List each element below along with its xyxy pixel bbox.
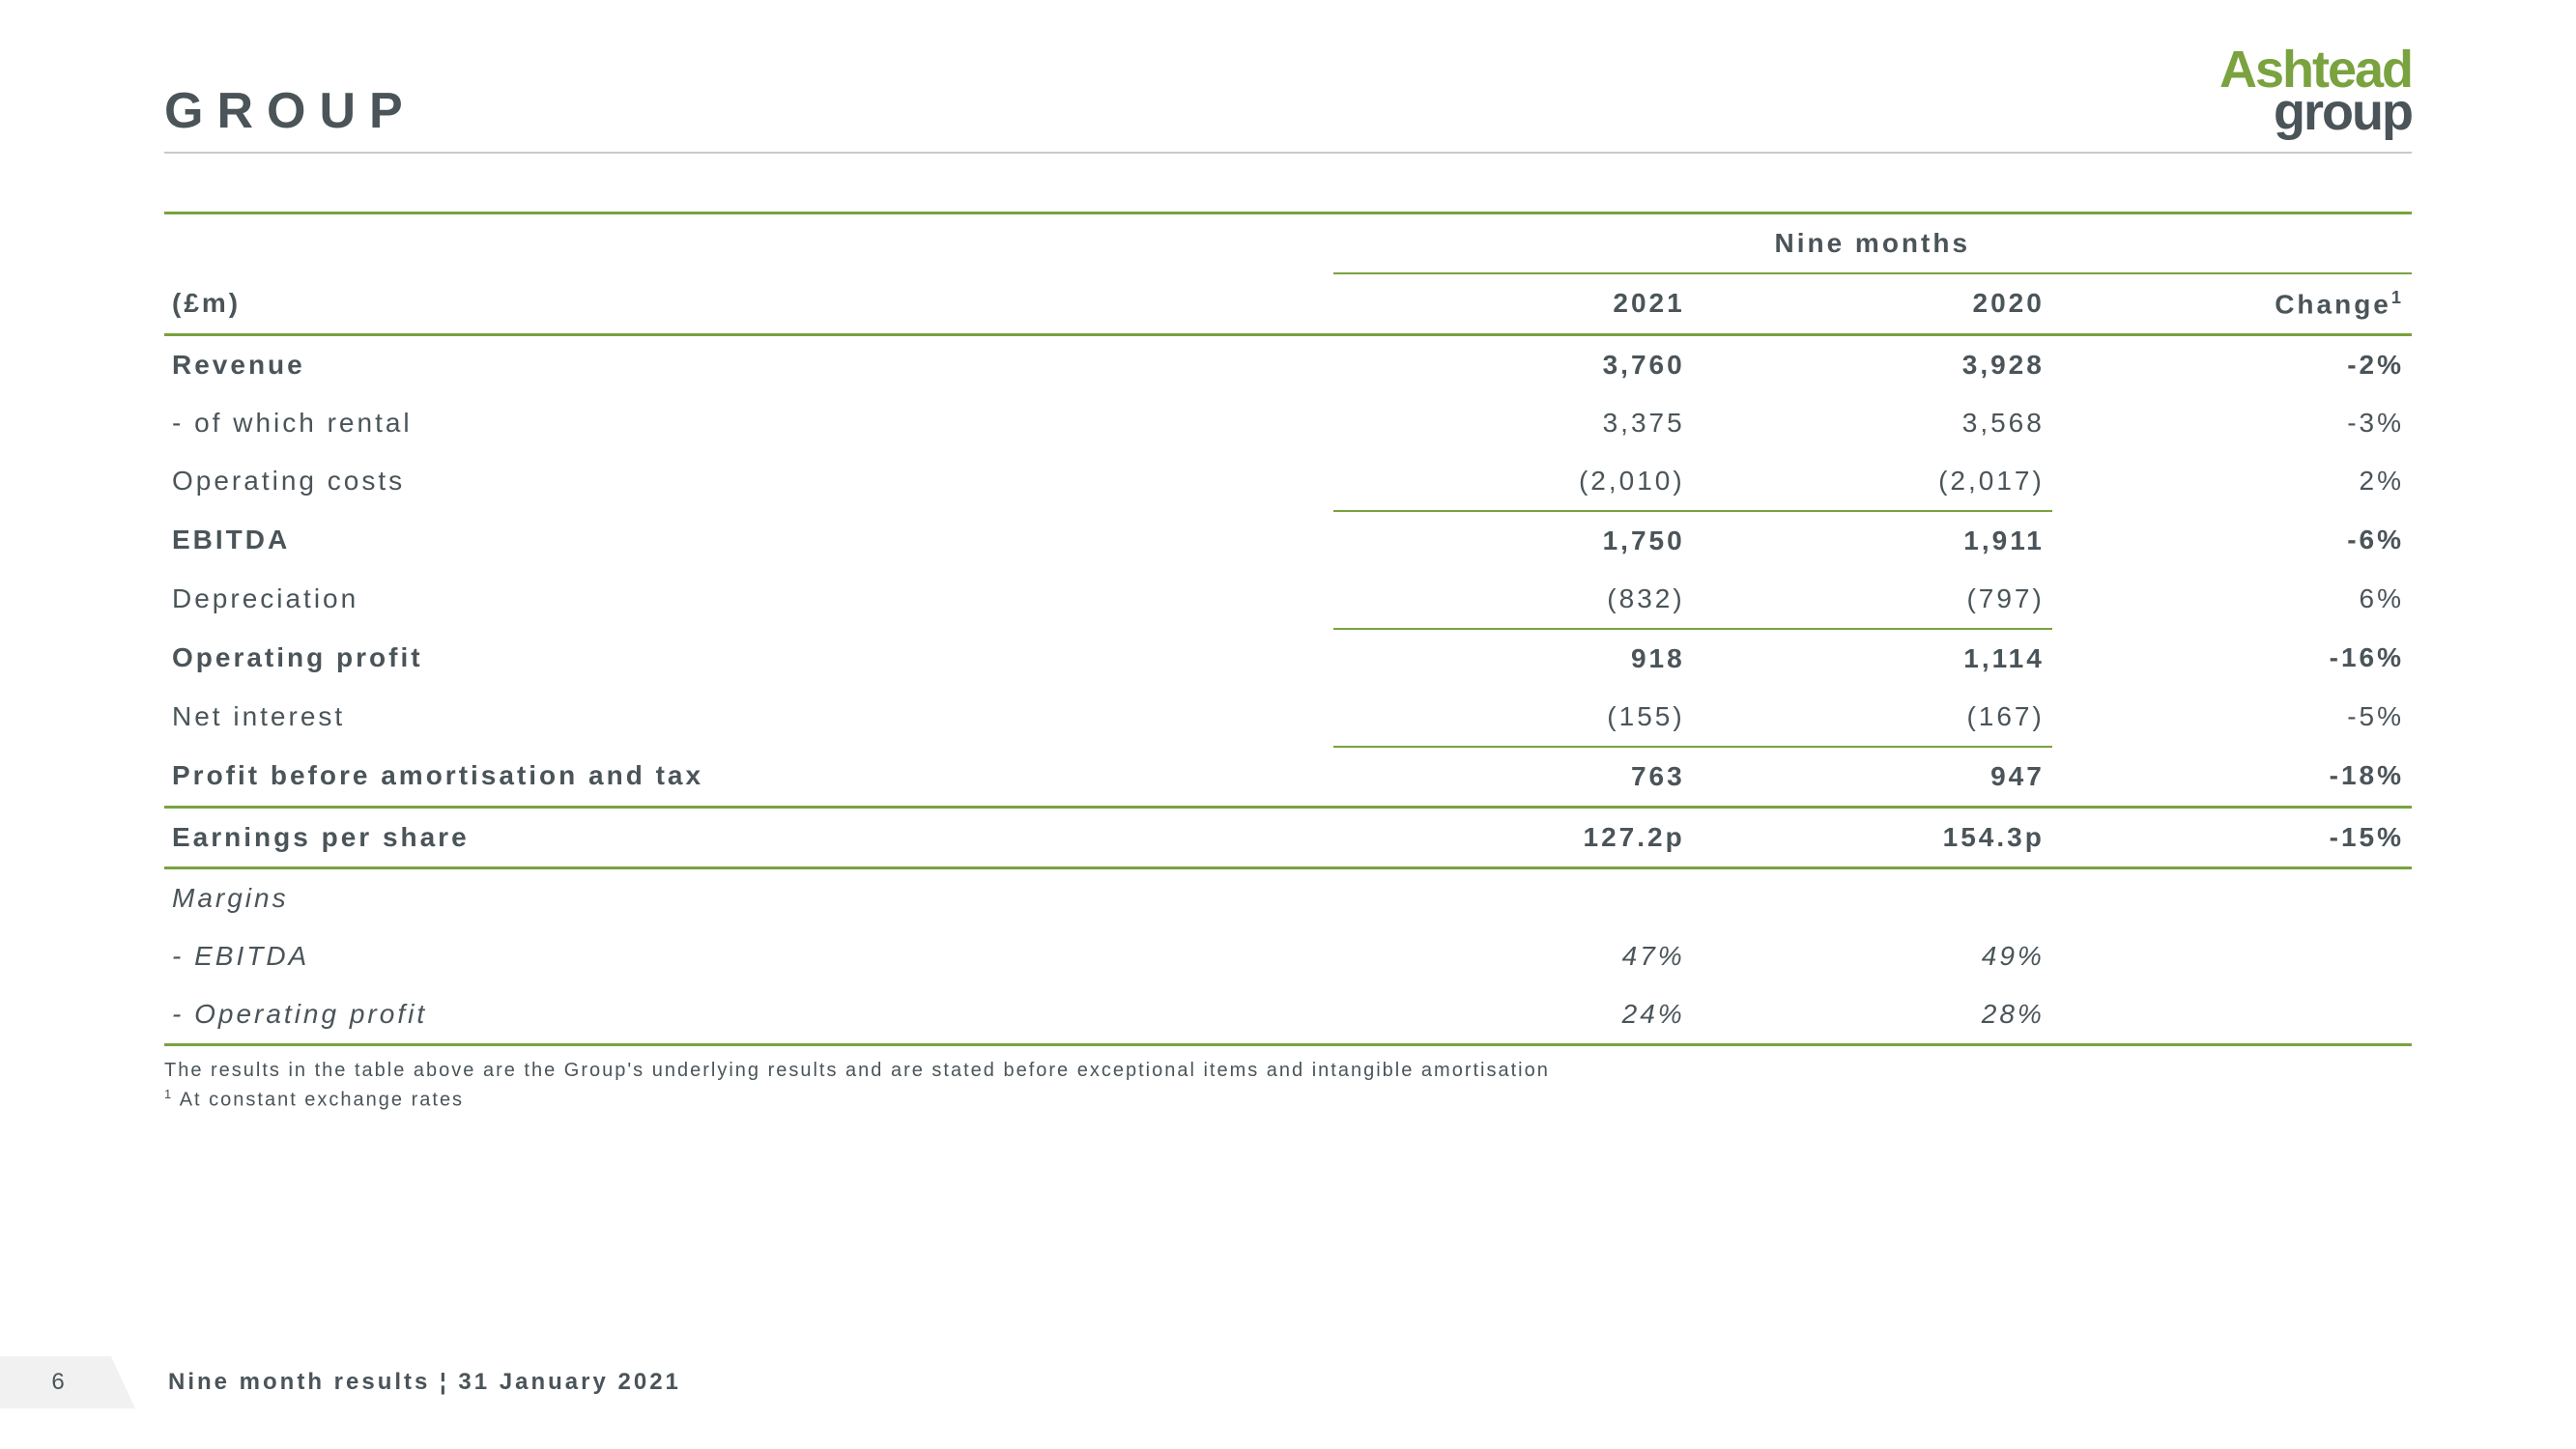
cell-label: Operating costs	[164, 452, 1333, 511]
row-revenue: Revenue 3,760 3,928 -2%	[164, 334, 2412, 394]
row-margins-header: Margins	[164, 867, 2412, 927]
cell-y2: 1,911	[1693, 511, 2052, 570]
cell-y1: 918	[1333, 629, 1693, 688]
page-title: GROUP	[164, 82, 416, 140]
footer-text: Nine month results ¦ 31 January 2021	[168, 1369, 681, 1396]
cell-chg: 2%	[2052, 452, 2412, 511]
financial-table: Nine months (£m) 2021 2020 Change1 Reven…	[164, 212, 2412, 1046]
row-margin-opprofit: - Operating profit 24% 28%	[164, 985, 2412, 1045]
cell-y2: 947	[1693, 747, 2052, 808]
cell-chg: -2%	[2052, 334, 2412, 394]
cell-y1: 127.2p	[1333, 807, 1693, 867]
cell-chg: -5%	[2052, 688, 2412, 747]
cell-y2: 3,928	[1693, 334, 2052, 394]
row-pbt: Profit before amortisation and tax 763 9…	[164, 747, 2412, 808]
footer: 6 Nine month results ¦ 31 January 2021	[0, 1356, 681, 1408]
cell-chg: -3%	[2052, 394, 2412, 452]
col-change-super: 1	[2391, 288, 2404, 307]
cell-label: Profit before amortisation and tax	[164, 747, 1333, 808]
cell-label: - EBITDA	[164, 927, 1333, 985]
row-opprofit: Operating profit 918 1,114 -16%	[164, 629, 2412, 688]
cell-chg: 6%	[2052, 570, 2412, 629]
cell-chg	[2052, 927, 2412, 985]
cell-label: Revenue	[164, 334, 1333, 394]
cell-label: Net interest	[164, 688, 1333, 747]
cell-y1: 1,750	[1333, 511, 1693, 570]
cell-label: EBITDA	[164, 511, 1333, 570]
cell-y1: 24%	[1333, 985, 1693, 1045]
logo-line2: group	[2274, 91, 2412, 133]
footnote-1: The results in the table above are the G…	[164, 1056, 2412, 1085]
cell-label: Depreciation	[164, 570, 1333, 629]
slide: GROUP Ashtead group Nine months (£m) 202…	[0, 0, 2576, 1449]
cell-y1: 3,375	[1333, 394, 1693, 452]
col-change: Change1	[2052, 273, 2412, 335]
cell-y2: 3,568	[1693, 394, 2052, 452]
unit-label: (£m)	[164, 273, 1333, 335]
blank-cell	[164, 213, 1333, 273]
col-2021: 2021	[1333, 273, 1693, 335]
table-columns-row: (£m) 2021 2020 Change1	[164, 273, 2412, 335]
cell-blank	[2052, 867, 2412, 927]
cell-y2: 154.3p	[1693, 807, 2052, 867]
row-eps: Earnings per share 127.2p 154.3p -15%	[164, 807, 2412, 867]
row-depreciation: Depreciation (832) (797) 6%	[164, 570, 2412, 629]
cell-y2: 1,114	[1693, 629, 2052, 688]
header: GROUP Ashtead group	[164, 48, 2412, 154]
row-netinterest: Net interest (155) (167) -5%	[164, 688, 2412, 747]
footnote-2-super: 1	[164, 1087, 173, 1101]
cell-y1: 3,760	[1333, 334, 1693, 394]
cell-y1: (2,010)	[1333, 452, 1693, 511]
page-number-chip: 6	[0, 1356, 135, 1408]
row-rental: - of which rental 3,375 3,568 -3%	[164, 394, 2412, 452]
row-margin-ebitda: - EBITDA 47% 49%	[164, 927, 2412, 985]
row-ebitda: EBITDA 1,750 1,911 -6%	[164, 511, 2412, 570]
footnote-2-text: At constant exchange rates	[173, 1090, 464, 1111]
cell-label: Earnings per share	[164, 807, 1333, 867]
table-period-row: Nine months	[164, 213, 2412, 273]
cell-y2: (2,017)	[1693, 452, 2052, 511]
col-change-text: Change	[2275, 289, 2391, 319]
cell-y2: (167)	[1693, 688, 2052, 747]
cell-y2: 28%	[1693, 985, 2052, 1045]
cell-y1: (832)	[1333, 570, 1693, 629]
cell-chg	[2052, 985, 2412, 1045]
cell-chg: -15%	[2052, 807, 2412, 867]
cell-label: Operating profit	[164, 629, 1333, 688]
cell-blank	[1693, 867, 2052, 927]
cell-y1: 763	[1333, 747, 1693, 808]
cell-y2: 49%	[1693, 927, 2052, 985]
page-number: 6	[51, 1369, 66, 1396]
cell-y1: (155)	[1333, 688, 1693, 747]
cell-label: - Operating profit	[164, 985, 1333, 1045]
row-opcosts: Operating costs (2,010) (2,017) 2%	[164, 452, 2412, 511]
cell-chg: -16%	[2052, 629, 2412, 688]
cell-y1: 47%	[1333, 927, 1693, 985]
cell-chg: -18%	[2052, 747, 2412, 808]
cell-blank	[1333, 867, 1693, 927]
cell-label: Margins	[164, 867, 1333, 927]
footnote-2: 1 At constant exchange rates	[164, 1085, 2412, 1115]
cell-y2: (797)	[1693, 570, 2052, 629]
footnotes: The results in the table above are the G…	[164, 1056, 2412, 1115]
period-header: Nine months	[1333, 213, 2412, 273]
col-2020: 2020	[1693, 273, 2052, 335]
cell-chg: -6%	[2052, 511, 2412, 570]
cell-label: - of which rental	[164, 394, 1333, 452]
logo: Ashtead group	[2219, 48, 2412, 140]
